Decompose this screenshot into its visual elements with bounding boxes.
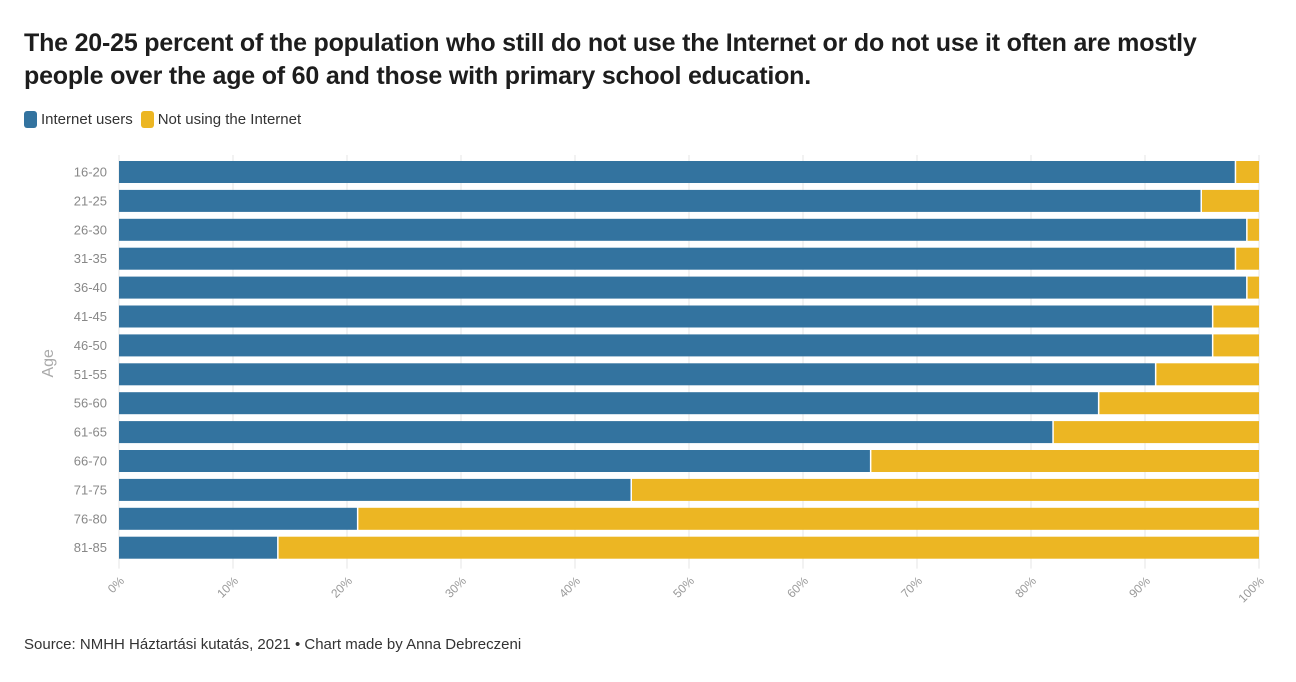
bar-internet-users-31-35	[119, 247, 1235, 270]
x-tick-label: 0%	[105, 574, 127, 596]
legend: Internet users Not using the Internet	[24, 111, 309, 128]
y-axis-title: Age	[40, 349, 57, 378]
bar-internet-users-71-75	[119, 478, 631, 501]
bar-chart: 16-20 21-25 26-30 31-35 36-40 41-45 46-50 51-55…	[40, 155, 1267, 606]
x-tick-label: 70%	[898, 574, 925, 601]
y-tick-label: 41-45	[74, 309, 107, 324]
bar-not-using-internet-36-40	[1247, 276, 1259, 299]
y-tick-label: 21-25	[74, 193, 107, 208]
y-tick-label: 51-55	[74, 367, 107, 382]
bar-internet-users-56-60	[119, 392, 1098, 415]
bar-internet-users-21-25	[119, 189, 1201, 212]
bar-not-using-internet-81-85	[278, 536, 1260, 559]
x-tick-label: 80%	[1012, 574, 1039, 601]
y-tick-label: 81-85	[74, 540, 107, 555]
x-tick-label: 20%	[328, 574, 355, 601]
bar-internet-users-51-55	[119, 363, 1155, 386]
y-tick-label: 26-30	[74, 222, 107, 237]
x-tick-label: 60%	[784, 574, 811, 601]
legend-item-internet-users[interactable]: Internet users	[24, 111, 133, 128]
bar-internet-users-36-40	[119, 276, 1247, 299]
bar-not-using-internet-56-60	[1099, 392, 1259, 415]
bar-internet-users-41-45	[119, 305, 1212, 328]
y-tick-label: 56-60	[74, 396, 107, 411]
legend-label-internet-users: Internet users	[41, 111, 133, 128]
source-note: Source: NMHH Háztartási kutatás, 2021 • …	[24, 636, 522, 653]
chart-title: The 20-25 percent of the population who …	[24, 29, 1197, 90]
bar-not-using-internet-51-55	[1156, 363, 1259, 386]
bar-not-using-internet-26-30	[1247, 218, 1259, 241]
y-tick-label: 61-65	[74, 425, 107, 440]
x-tick-label: 30%	[442, 574, 469, 601]
y-tick-label: 16-20	[74, 165, 107, 180]
bar-not-using-internet-31-35	[1236, 247, 1259, 270]
bar-not-using-internet-76-80	[358, 507, 1259, 530]
bar-internet-users-66-70	[119, 450, 870, 472]
bar-not-using-internet-21-25	[1202, 189, 1259, 212]
y-tick-label: 36-40	[74, 280, 107, 295]
bar-internet-users-76-80	[119, 507, 357, 530]
y-tick-label: 46-50	[74, 338, 107, 353]
bar-not-using-internet-41-45	[1213, 305, 1259, 328]
legend-label-not-using-internet: Not using the Internet	[157, 111, 302, 128]
bar-internet-users-61-65	[119, 421, 1053, 444]
bar-not-using-internet-71-75	[632, 478, 1259, 501]
y-tick-label: 66-70	[74, 454, 107, 469]
bar-not-using-internet-16-20	[1236, 161, 1259, 183]
legend-item-not-using-internet[interactable]: Not using the Internet	[140, 111, 302, 128]
x-tick-label: 40%	[556, 574, 583, 601]
bar-internet-users-26-30	[119, 218, 1247, 241]
y-tick-label: 71-75	[74, 482, 107, 497]
x-tick-label: 90%	[1126, 574, 1153, 601]
bar-internet-users-81-85	[119, 536, 278, 559]
y-tick-label: 31-35	[74, 251, 107, 266]
bar-internet-users-46-50	[119, 334, 1212, 357]
y-tick-label: 76-80	[74, 511, 107, 526]
x-tick-label: 100%	[1235, 574, 1267, 606]
bar-not-using-internet-46-50	[1213, 334, 1259, 357]
bar-not-using-internet-66-70	[871, 450, 1259, 472]
bar-not-using-internet-61-65	[1053, 421, 1259, 444]
legend-swatch-internet-users	[24, 111, 37, 128]
x-tick-label: 50%	[670, 574, 697, 601]
bar-internet-users-16-20	[119, 161, 1235, 183]
x-tick-label: 10%	[214, 574, 241, 601]
legend-swatch-not-using-internet	[140, 111, 154, 128]
